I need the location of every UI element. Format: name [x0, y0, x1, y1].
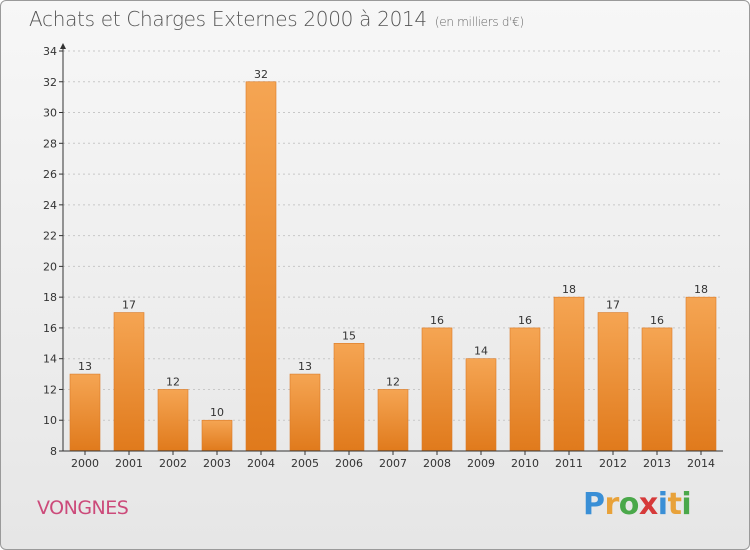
bar-2012: [597, 312, 629, 452]
bar-2013: [641, 327, 673, 452]
x-tick-label-2004: 2004: [247, 457, 275, 470]
x-tick-label-2009: 2009: [467, 457, 495, 470]
data-label-2003: 10: [210, 406, 224, 419]
y-tick-label: 8: [50, 445, 57, 458]
y-tick-label: 28: [43, 137, 57, 150]
data-label-2005: 13: [298, 360, 312, 373]
chart-title: Achats et Charges Externes 2000 à 2014 (e…: [29, 7, 524, 31]
y-tick-label: 24: [43, 199, 57, 212]
x-tick-label-2008: 2008: [423, 457, 451, 470]
axes: 8 10 12 14 16 18 20 22 24 26 28 30 32 34 2000 2001 2002 2…: [43, 43, 723, 470]
y-tick-label: 18: [43, 291, 57, 304]
logo-letter: t: [667, 487, 682, 522]
y-tick-label: 12: [43, 383, 57, 396]
logo-letter: i: [657, 487, 668, 522]
bar-2001: [113, 312, 145, 452]
data-label-2001: 17: [122, 299, 136, 312]
bar-2005: [289, 373, 321, 452]
y-tick-label: 20: [43, 260, 57, 273]
logo-letter: r: [604, 487, 620, 522]
y-tick-label: 30: [43, 107, 57, 120]
data-label-2002: 12: [166, 375, 180, 388]
data-label-2011: 18: [562, 283, 576, 296]
x-tick-label-2002: 2002: [159, 457, 187, 470]
bar-2006: [333, 343, 365, 452]
bar-2014: [685, 296, 717, 452]
data-label-2007: 12: [386, 375, 400, 388]
bar-2010: [509, 327, 541, 452]
x-tick-label-2012: 2012: [599, 457, 627, 470]
data-label-2008: 16: [430, 314, 444, 327]
data-label-2004: 32: [254, 68, 268, 81]
data-label-2009: 14: [474, 345, 488, 358]
data-label-2006: 15: [342, 329, 356, 342]
x-tick-label-2014: 2014: [687, 457, 715, 470]
bars: [69, 81, 717, 452]
x-tick-label-2005: 2005: [291, 457, 319, 470]
x-tick-label-2003: 2003: [203, 457, 231, 470]
x-tick-label-2001: 2001: [115, 457, 143, 470]
y-tick-label: 34: [43, 45, 57, 58]
y-tick-label: 14: [43, 353, 57, 366]
x-tick-label-2006: 2006: [335, 457, 363, 470]
data-label-2012: 17: [606, 299, 620, 312]
bar-2003: [201, 419, 233, 452]
x-tick-label-2013: 2013: [643, 457, 671, 470]
bar-2011: [553, 296, 585, 452]
chart-subtitle: (en milliers d'€): [434, 15, 524, 29]
logo-letter: i: [681, 487, 692, 522]
bar-2004: [245, 81, 277, 452]
y-tick-label: 10: [43, 414, 57, 427]
logo-letter: o: [618, 487, 640, 522]
y-axis-arrow: [60, 43, 66, 49]
bar-2008: [421, 327, 453, 452]
y-tick-label: 22: [43, 230, 57, 243]
bar-2000: [69, 373, 101, 452]
x-tick-label-2010: 2010: [511, 457, 539, 470]
x-tick-label-2007: 2007: [379, 457, 407, 470]
proxiti-logo: Proxiti: [583, 487, 692, 522]
data-label-2013: 16: [650, 314, 664, 327]
logo-letter: P: [583, 487, 605, 522]
y-tick-label: 26: [43, 168, 57, 181]
data-labels: 13 17 12 10 32 13 15 12 16 14 16 18 17 16 18: [78, 68, 708, 419]
data-label-2010: 16: [518, 314, 532, 327]
x-tick-label-2000: 2000: [71, 457, 99, 470]
data-label-2000: 13: [78, 360, 92, 373]
commune-name: VONGNES: [37, 497, 129, 519]
data-label-2014: 18: [694, 283, 708, 296]
y-tick-label: 16: [43, 322, 57, 335]
x-tick-label-2011: 2011: [555, 457, 583, 470]
bar-2007: [377, 389, 409, 452]
logo-letter: x: [638, 487, 658, 522]
y-tick-label: 32: [43, 76, 57, 89]
chart-title-text: Achats et Charges Externes 2000 à 2014: [29, 7, 427, 31]
bar-2009: [465, 358, 497, 452]
bar-2002: [157, 389, 189, 452]
